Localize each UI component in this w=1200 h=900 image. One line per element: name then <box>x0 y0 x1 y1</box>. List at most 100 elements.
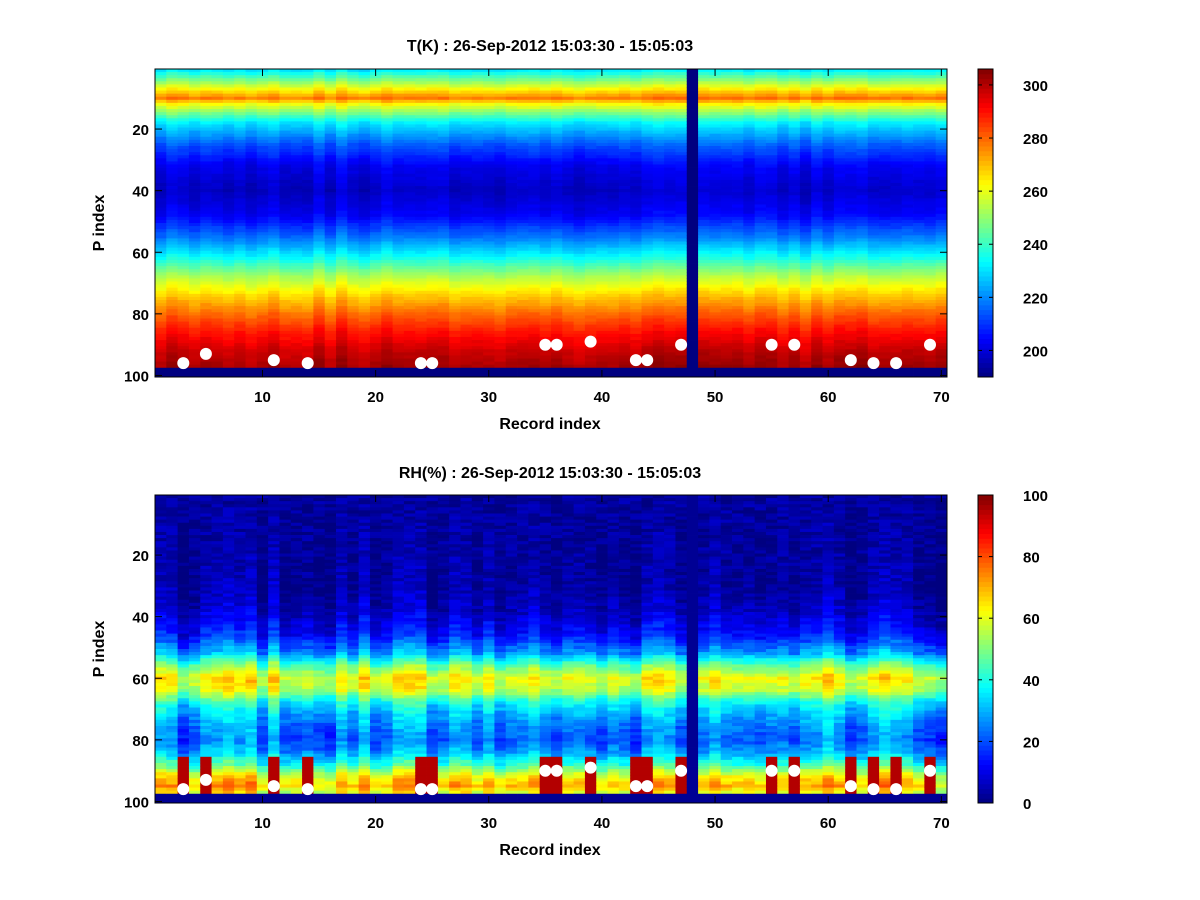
heatmap-cell <box>494 315 507 319</box>
heatmap-cell <box>302 253 314 258</box>
heatmap-cell <box>460 164 473 168</box>
heatmap-cell <box>347 75 360 79</box>
heatmap-cell <box>505 192 518 196</box>
heatmap-cell <box>686 241 699 245</box>
heatmap-cell <box>596 281 608 285</box>
heatmap-cell <box>313 315 326 319</box>
heatmap-cell <box>188 133 201 138</box>
heatmap-cell <box>188 219 201 224</box>
heatmap-cell <box>369 281 382 285</box>
heatmap-cell <box>607 87 620 91</box>
heatmap-cell <box>471 349 484 353</box>
heatmap-cell <box>347 127 360 131</box>
heatmap-cell <box>200 176 212 181</box>
heatmap-cell <box>494 136 507 141</box>
heatmap-cell <box>200 213 212 218</box>
heatmap-cell <box>358 115 371 119</box>
heatmap-cell <box>324 330 337 335</box>
heatmap-cell <box>483 296 495 301</box>
heatmap-cell <box>596 327 608 332</box>
heatmap-cell <box>664 229 676 233</box>
heatmap-cell <box>279 343 292 347</box>
heatmap-cell <box>494 352 507 356</box>
heatmap-cell <box>324 179 337 184</box>
heatmap-cell <box>211 213 224 218</box>
heatmap-cell <box>652 201 665 205</box>
heatmap-cell <box>358 364 371 369</box>
heatmap-cell <box>471 204 484 208</box>
heatmap-cell <box>392 161 405 165</box>
heatmap-cell <box>392 272 405 276</box>
heatmap-cell <box>268 346 280 350</box>
heatmap-cell <box>188 324 201 329</box>
heatmap-cell <box>347 207 360 212</box>
heatmap-cell <box>686 330 699 335</box>
heatmap-cell <box>177 253 190 258</box>
heatmap-cell <box>596 204 608 208</box>
heatmap-cell <box>336 75 348 79</box>
heatmap-cell <box>336 216 348 221</box>
heatmap-cell <box>437 99 450 104</box>
heatmap-cell <box>403 182 416 187</box>
heatmap-cell <box>211 241 224 245</box>
heatmap-cell <box>584 263 597 267</box>
heatmap-cell <box>596 300 608 304</box>
heatmap-cell <box>607 238 620 242</box>
heatmap-cell <box>664 333 676 338</box>
heatmap-cell <box>652 259 665 264</box>
heatmap-cell <box>664 287 676 292</box>
heatmap-cell <box>347 167 360 172</box>
heatmap-cell <box>483 93 495 98</box>
heatmap-cell <box>664 90 676 95</box>
heatmap-cell <box>381 284 393 289</box>
heatmap-cell <box>415 109 427 113</box>
heatmap-cell <box>584 232 597 236</box>
heatmap-cell <box>358 72 371 76</box>
heatmap-cell <box>256 315 269 319</box>
heatmap-cell <box>234 293 246 298</box>
heatmap-cell <box>471 367 484 372</box>
heatmap-cell <box>166 139 179 144</box>
heatmap-cell <box>437 192 450 196</box>
heatmap-cell <box>302 352 314 356</box>
heatmap-cell <box>200 219 212 224</box>
heatmap-cell <box>562 278 575 282</box>
heatmap-cell <box>392 118 405 122</box>
heatmap-cell <box>551 149 563 153</box>
heatmap-cell <box>166 207 179 212</box>
heatmap-cell <box>573 235 586 239</box>
heatmap-cell <box>177 158 190 162</box>
heatmap-cell <box>234 195 246 199</box>
heatmap-cell <box>630 256 642 261</box>
heatmap-cell <box>268 182 280 187</box>
heatmap-cell <box>652 272 665 276</box>
heatmap-cell <box>460 173 473 178</box>
heatmap-cell <box>607 142 620 147</box>
heatmap-cell <box>551 223 563 227</box>
heatmap-cell <box>652 204 665 208</box>
heatmap-cell <box>222 327 235 332</box>
heatmap-cell <box>709 361 722 366</box>
heatmap-cell <box>698 373 710 378</box>
heatmap-cell <box>698 75 710 79</box>
heatmap-cell <box>313 161 326 165</box>
heatmap-cell <box>245 69 258 73</box>
heatmap-cell <box>686 213 699 218</box>
heatmap-cell <box>290 127 303 131</box>
heatmap-cell <box>426 309 439 313</box>
heatmap-cell <box>607 219 620 224</box>
heatmap-cell <box>449 96 461 101</box>
heatmap-cell <box>290 343 303 347</box>
heatmap-cell <box>177 167 190 172</box>
heatmap-cell <box>211 358 224 362</box>
heatmap-cell <box>302 112 314 116</box>
heatmap-cell <box>256 179 269 184</box>
heatmap-cell <box>460 235 473 239</box>
heatmap-cell <box>562 229 575 233</box>
heatmap-cell <box>313 216 326 221</box>
heatmap-cell <box>336 373 348 378</box>
heatmap-cell <box>652 127 665 131</box>
heatmap-cell <box>279 340 292 344</box>
heatmap-cell <box>494 247 507 252</box>
heatmap-cell <box>562 146 575 150</box>
